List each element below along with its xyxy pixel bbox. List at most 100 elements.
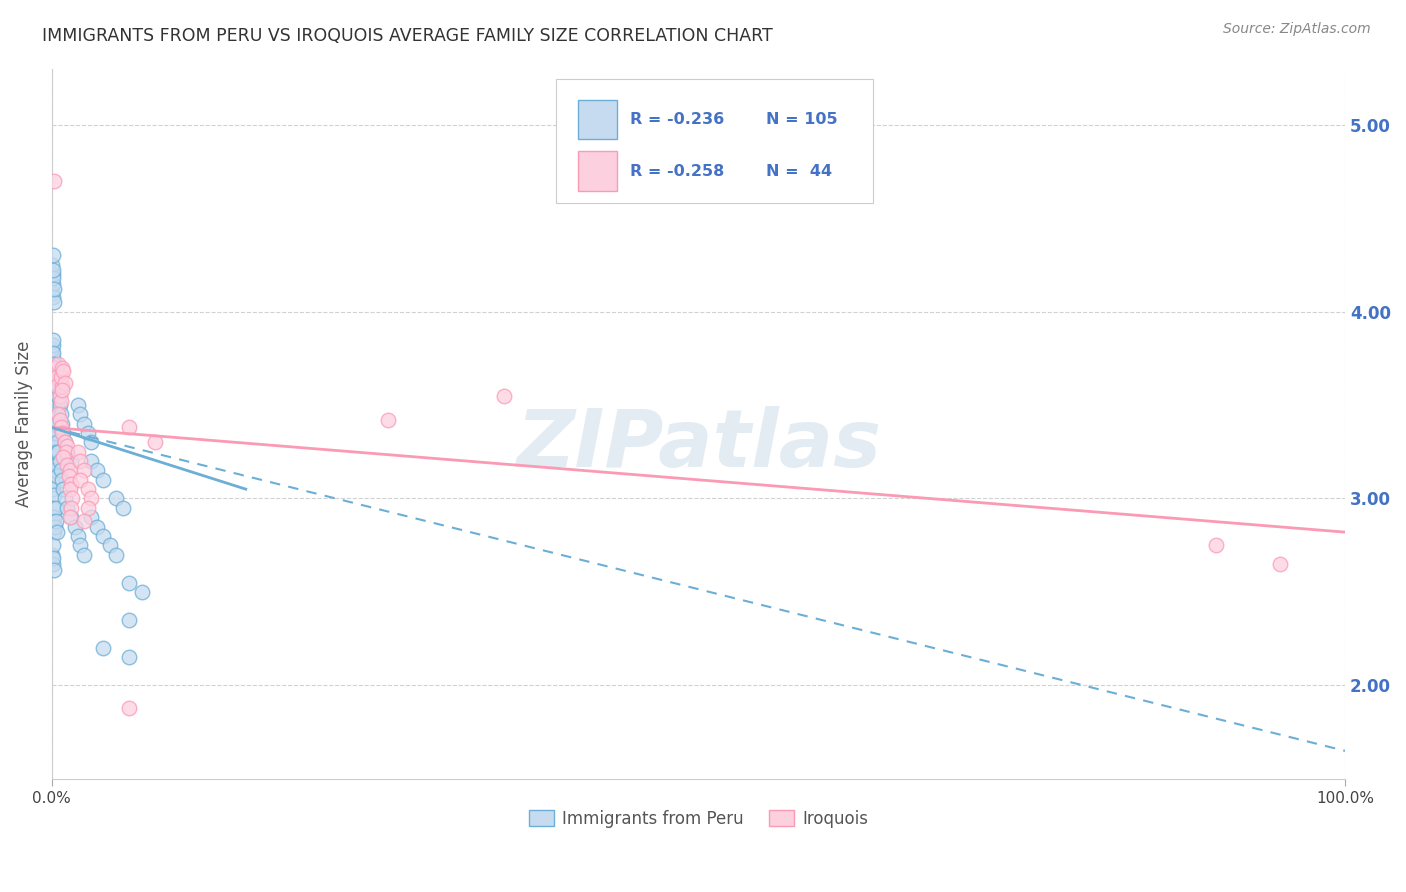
Point <box>66 398 89 412</box>
Point <box>45 469 67 483</box>
Point <box>42 525 65 540</box>
Point <box>69 538 91 552</box>
Point <box>118 650 141 665</box>
Point <box>42 562 65 576</box>
Point <box>45 360 67 375</box>
Point <box>63 519 86 533</box>
Point <box>42 538 65 552</box>
Point <box>62 491 84 506</box>
Point <box>41 473 63 487</box>
Point <box>48 413 70 427</box>
Point <box>56 458 79 472</box>
Point <box>42 290 65 304</box>
Point <box>105 491 128 506</box>
FancyBboxPatch shape <box>578 100 617 139</box>
Point <box>51 426 73 441</box>
Point <box>49 420 72 434</box>
Point <box>86 463 108 477</box>
Point <box>52 426 75 441</box>
Point <box>46 357 69 371</box>
Point <box>42 376 65 390</box>
Point <box>42 351 65 366</box>
Point <box>42 551 65 566</box>
Point <box>86 519 108 533</box>
Point <box>42 364 65 378</box>
Point <box>60 510 83 524</box>
Point <box>41 360 63 375</box>
Point <box>42 263 65 277</box>
Point <box>42 357 65 371</box>
Point <box>42 267 65 281</box>
Point <box>44 510 66 524</box>
Point <box>42 519 65 533</box>
Point <box>41 285 63 300</box>
Point <box>48 398 70 412</box>
Point <box>143 435 166 450</box>
Point <box>51 379 73 393</box>
Point <box>45 379 67 393</box>
Point <box>51 473 73 487</box>
Point <box>42 277 65 291</box>
Point <box>42 345 65 359</box>
Point <box>60 454 83 468</box>
Point <box>1205 538 1227 552</box>
Text: IMMIGRANTS FROM PERU VS IROQUOIS AVERAGE FAMILY SIZE CORRELATION CHART: IMMIGRANTS FROM PERU VS IROQUOIS AVERAGE… <box>42 27 773 45</box>
Point <box>42 463 65 477</box>
Point <box>73 548 96 562</box>
Point <box>41 432 63 446</box>
Point <box>59 463 82 477</box>
Point <box>42 174 65 188</box>
Point <box>118 420 141 434</box>
Point <box>51 383 73 397</box>
Point <box>52 364 75 378</box>
Point <box>42 557 65 571</box>
Point <box>41 258 63 272</box>
Point <box>45 379 67 393</box>
Point <box>79 491 101 506</box>
Text: N =  44: N = 44 <box>766 163 832 178</box>
Point <box>41 510 63 524</box>
Point <box>44 454 66 468</box>
Text: N = 105: N = 105 <box>766 112 838 127</box>
Point <box>56 444 79 458</box>
Point <box>44 370 66 384</box>
Point <box>77 482 100 496</box>
Point <box>49 370 72 384</box>
Point <box>45 370 67 384</box>
Point <box>53 491 76 506</box>
Point <box>52 482 75 496</box>
Point <box>42 271 65 285</box>
Point <box>42 444 65 458</box>
Point <box>48 454 70 468</box>
Point <box>42 500 65 515</box>
Point <box>42 389 65 403</box>
Point <box>73 514 96 528</box>
Point <box>45 435 67 450</box>
Point <box>77 500 100 515</box>
Point <box>53 435 76 450</box>
Point <box>59 510 82 524</box>
Point <box>46 444 69 458</box>
Point <box>41 398 63 412</box>
Point <box>93 529 115 543</box>
Point <box>46 389 69 403</box>
Point <box>45 444 67 458</box>
Point <box>60 476 83 491</box>
Point <box>69 408 91 422</box>
Point <box>45 458 67 472</box>
Point <box>93 473 115 487</box>
Point <box>59 482 82 496</box>
Point <box>73 417 96 431</box>
Point <box>1270 557 1292 571</box>
Point <box>44 360 66 375</box>
Point <box>58 469 80 483</box>
Point <box>52 450 75 465</box>
Point <box>49 463 72 477</box>
Text: R = -0.258: R = -0.258 <box>630 163 724 178</box>
Point <box>44 463 66 477</box>
Point <box>51 360 73 375</box>
Point <box>42 338 65 352</box>
Point <box>118 701 141 715</box>
Point <box>49 394 72 409</box>
Point <box>66 444 89 458</box>
